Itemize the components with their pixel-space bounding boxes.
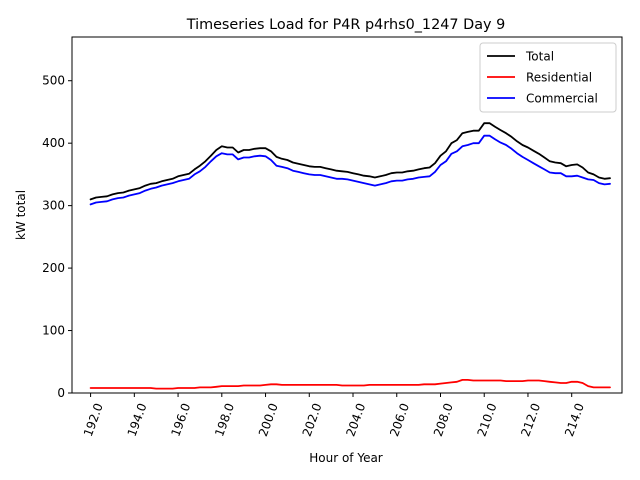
- legend-label-total: Total: [525, 50, 554, 64]
- y-axis-label: kW total: [14, 190, 28, 240]
- y-axis-ticks: 0 100 200 300 400 500: [42, 74, 72, 400]
- legend-box: [479, 42, 617, 113]
- y-tick-label: 200: [42, 261, 65, 275]
- legend-label-residential: Residential: [526, 71, 592, 85]
- y-tick-label: 300: [42, 199, 65, 213]
- series-line-commercial: [89, 134, 611, 206]
- series-line-residential: [89, 378, 611, 390]
- plot-frame: [71, 36, 623, 394]
- plot-lines: [89, 122, 611, 390]
- x-axis-label: Hour of Year: [309, 451, 383, 465]
- y-tick-label: 500: [42, 74, 65, 88]
- legend: Total Residential Commercial: [479, 42, 617, 113]
- series-line-total: [89, 122, 611, 201]
- legend-label-commercial: Commercial: [526, 92, 598, 106]
- y-tick-label: 400: [42, 136, 65, 150]
- y-tick-label: 0: [57, 386, 65, 400]
- y-tick-label: 100: [42, 324, 65, 338]
- chart-title: Timeseries Load for P4R p4rhs0_1247 Day …: [186, 17, 506, 33]
